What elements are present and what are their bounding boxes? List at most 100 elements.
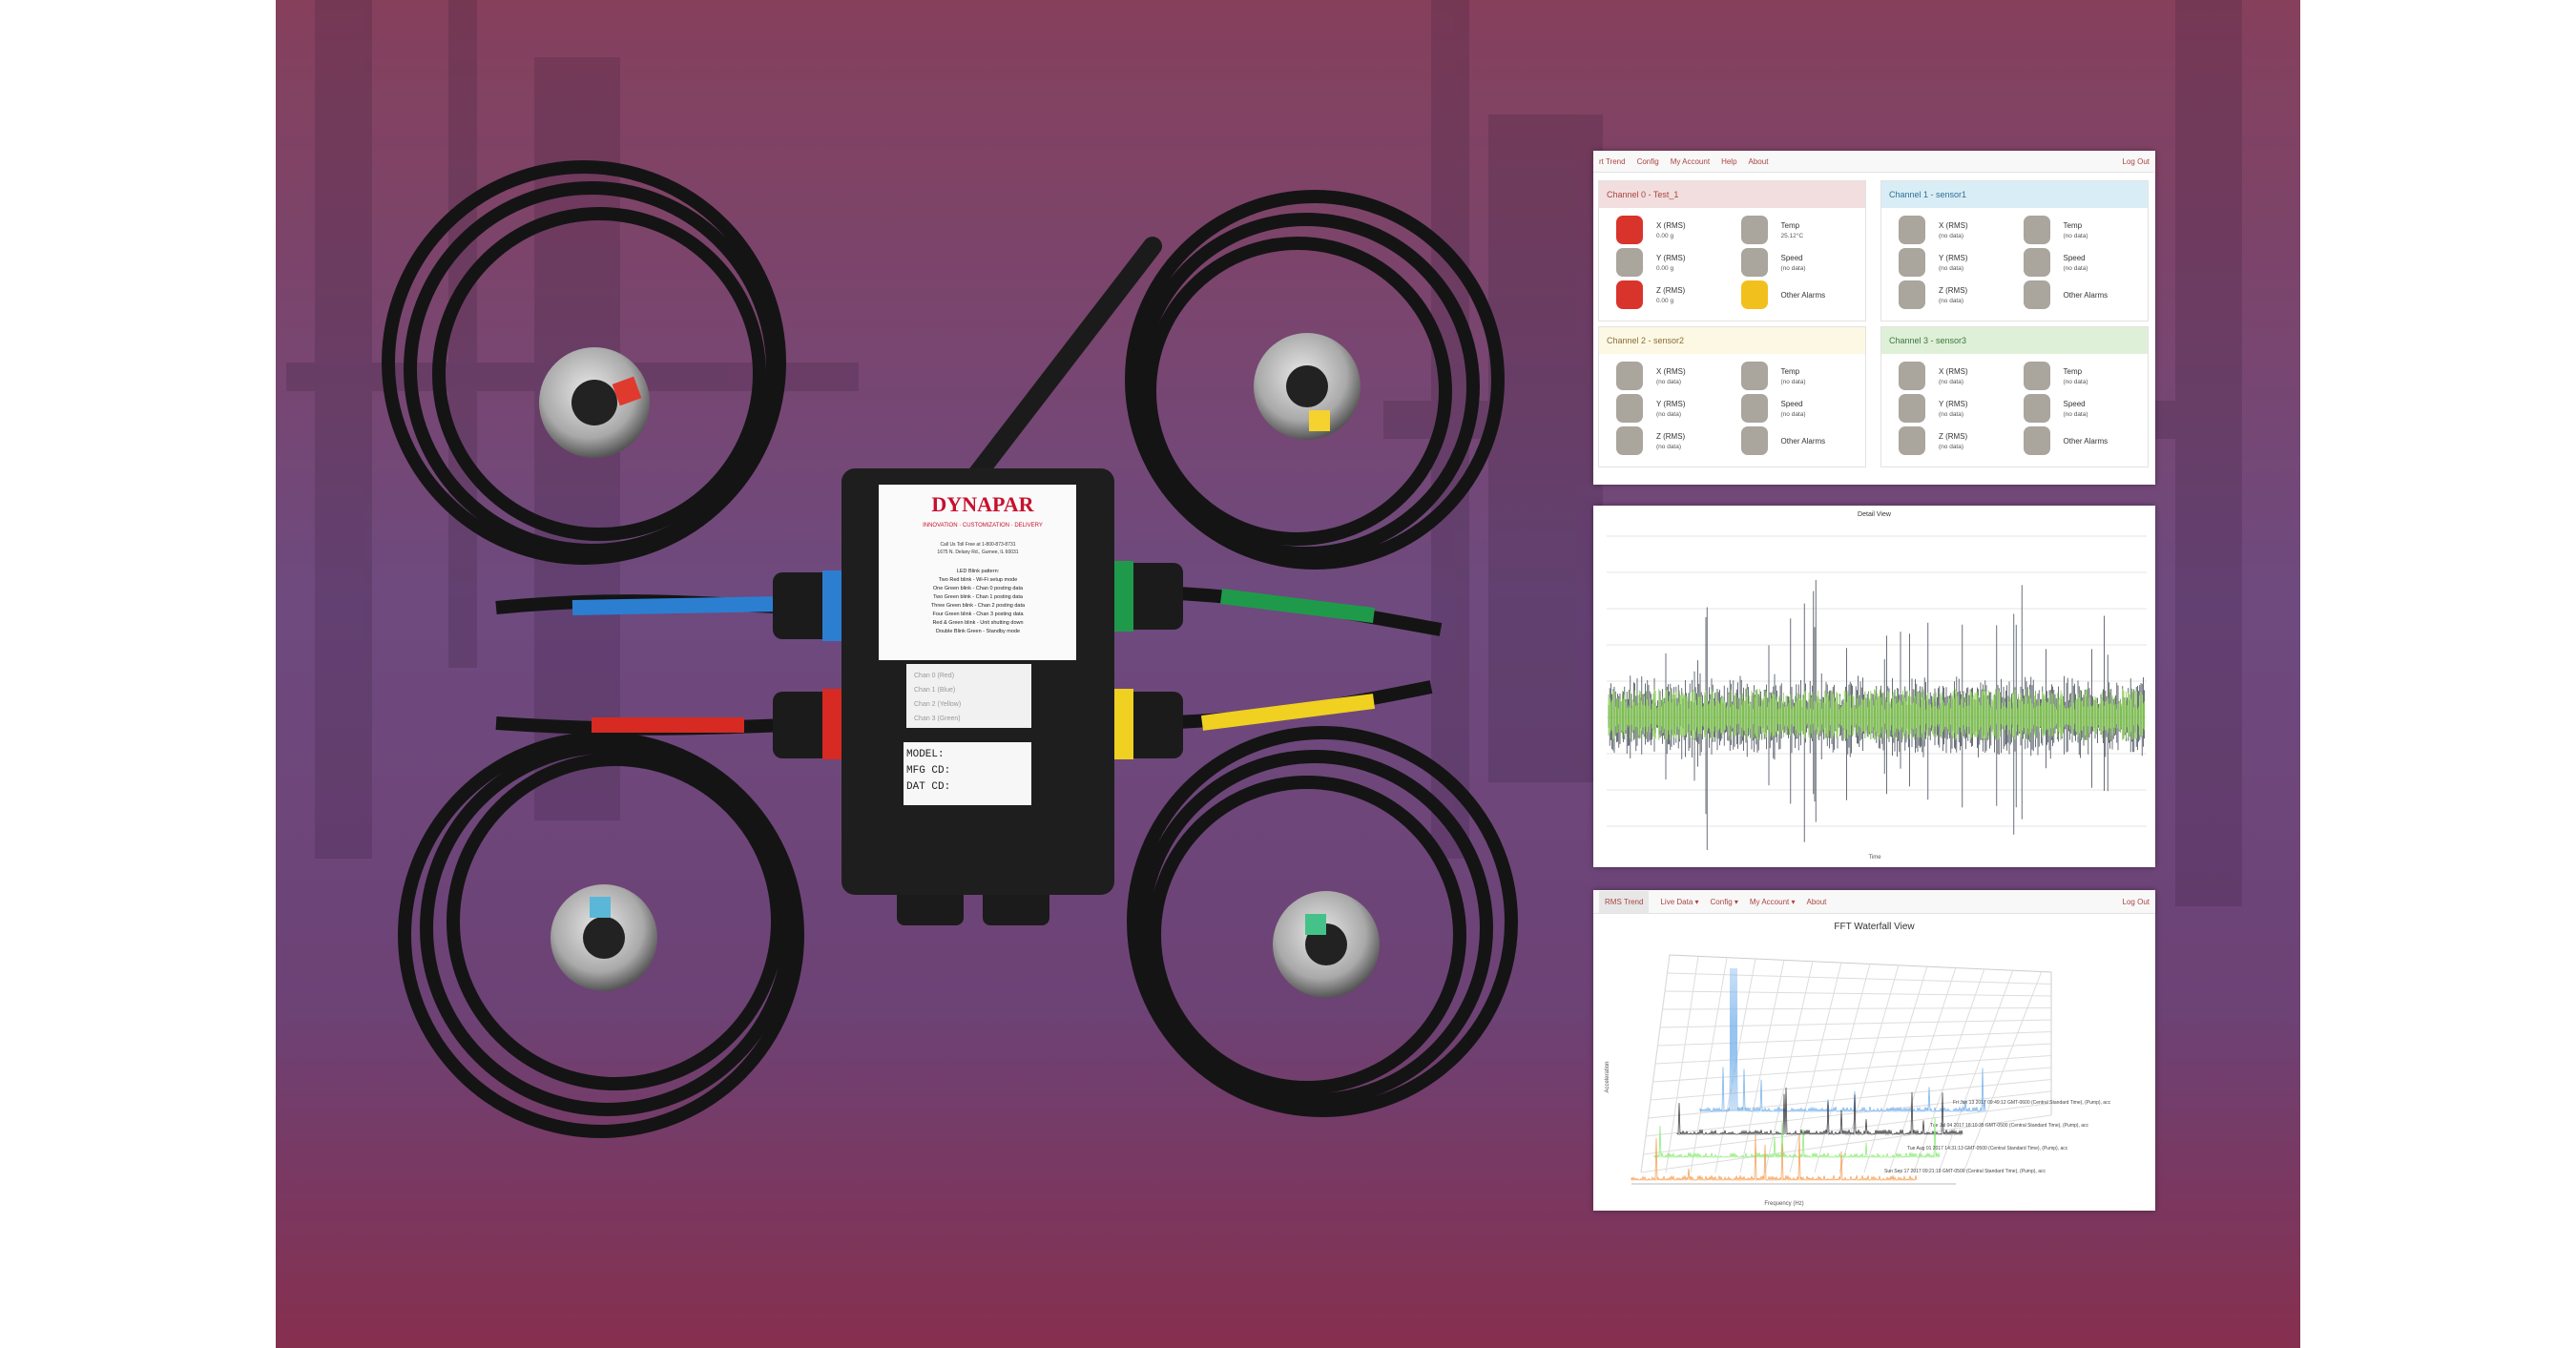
status-icon <box>1616 280 1643 309</box>
nav-item[interactable]: Live Data ▾ <box>1660 897 1699 906</box>
led-line: One Green blink - Chan 0 posting data <box>933 586 1024 591</box>
status-item: Other Alarms <box>2023 425 2149 457</box>
led-lines: Two Red blink - Wi-Fi setup mode One Gree… <box>931 577 1026 634</box>
grid-line <box>1664 990 2052 997</box>
status-name: Temp <box>1780 220 1800 230</box>
column: Temp (no data) Speed (no data) Other Alarms <box>2023 360 2149 457</box>
grid-line <box>1643 1103 2052 1155</box>
channel-label: Chan 3 (Green) <box>914 715 961 722</box>
status-value: 0.00 g <box>1656 264 1674 272</box>
status-text: Temp 25.12°C <box>1781 221 1804 239</box>
status-text: Temp (no data) <box>2064 221 2088 239</box>
antenna <box>962 237 1162 491</box>
status-name: Z (RMS) <box>1656 431 1686 441</box>
trace-label: Sun Sep 17 2017 09:21:19 GMT-0500 (Centr… <box>1884 1169 2046 1174</box>
status-value: (no data) <box>1656 410 1682 418</box>
nav-item[interactable]: My Account ▾ <box>1749 897 1796 906</box>
channel-body: X (RMS) (no data) Y (RMS) (no data) Z (RMS) (… <box>1599 354 1865 457</box>
chart-title: Detail View <box>1858 511 1891 518</box>
status-name: Speed <box>2063 253 2086 262</box>
detail-view-screenshot: Detail View Time <box>1593 506 2155 867</box>
navbar: RMS Trend Live Data ▾ Config ▾ My Account ▾… <box>1593 890 2155 914</box>
status-item: X (RMS) (no data) <box>1899 360 2024 392</box>
status-icon <box>1899 280 1925 309</box>
status-icon <box>1616 426 1643 455</box>
nav-item[interactable]: rt Trend <box>1599 156 1626 166</box>
contact: 1675 N. Delany Rd., Gurnee, IL 60031 <box>937 550 1018 555</box>
status-value: (no data) <box>1780 410 1806 418</box>
status-icon <box>2023 280 2050 309</box>
plate-label: DAT CD: <box>906 781 950 793</box>
waterfall-chart: Fri Jan 13 2017 09:49:12 GMT-0600 (Centr… <box>1605 954 2111 1207</box>
status-text: Temp (no data) <box>1781 367 1806 385</box>
status-name: Speed <box>1780 253 1803 262</box>
logout[interactable]: Log Out <box>2122 897 2150 906</box>
grid <box>1640 954 2052 1173</box>
grid-line <box>1652 1055 2052 1083</box>
yellow-sleeve <box>1200 694 1376 731</box>
status-icon <box>1616 216 1643 244</box>
status-name: Z (RMS) <box>1939 285 1968 295</box>
status-value: 0.00 g <box>1656 297 1674 304</box>
status-name: X (RMS) <box>1656 220 1686 230</box>
status-value: (no data) <box>1939 232 1964 239</box>
status-icon <box>2023 426 2050 455</box>
status-value: 0.00 g <box>1656 232 1674 239</box>
grid-line <box>1665 956 1699 1173</box>
nav-item[interactable]: About <box>1806 897 1827 906</box>
channel-body: X (RMS) 0.00 g Y (RMS) 0.00 g Z (RMS) 0.00 g T… <box>1599 208 1865 311</box>
status-name: Y (RMS) <box>1939 253 1968 262</box>
plate-label: MODEL: <box>906 749 945 760</box>
status-value: (no data) <box>1939 297 1964 304</box>
status-text: Y (RMS) (no data) <box>1656 400 1686 418</box>
channel-card: Channel 2 - sensor2 X (RMS) (no data) Y (RM… <box>1598 326 1866 467</box>
green-sleeve <box>1220 589 1375 623</box>
nav-item[interactable]: RMS Trend <box>1599 890 1650 913</box>
status-text: Temp (no data) <box>2064 367 2088 385</box>
navbar: rt Trend Config My Account Help About Log Out <box>1593 151 2155 173</box>
status-icon <box>2023 216 2050 244</box>
led-line: Four Green blink - Chan 3 posting data <box>932 612 1024 617</box>
channel-header: Channel 0 - Test_1 <box>1599 181 1865 208</box>
status-value: (no data) <box>2063 410 2088 418</box>
channel-body: X (RMS) (no data) Y (RMS) (no data) Z (RMS) (… <box>1881 354 2148 457</box>
status-text: Speed (no data) <box>1781 254 1806 272</box>
status-text: X (RMS) (no data) <box>1939 367 1968 385</box>
grid-line <box>1814 963 1871 1173</box>
status-text: Y (RMS) (no data) <box>1939 254 1968 272</box>
dashboard-screenshot: rt Trend Config My Account Help About Log Out… <box>1593 151 2155 485</box>
status-item: X (RMS) (no data) <box>1616 360 1741 392</box>
logout[interactable]: Log Out <box>2122 156 2150 166</box>
status-item: Speed (no data) <box>1740 392 1866 425</box>
status-text: Z (RMS) (no data) <box>1656 432 1685 450</box>
status-value: (no data) <box>1939 443 1964 450</box>
sensors <box>539 333 1380 998</box>
channel-card: Channel 3 - sensor3 X (RMS) (no data) Y (RM… <box>1880 326 2149 467</box>
status-item: Other Alarms <box>1740 279 1866 311</box>
status-item: Speed (no data) <box>2023 392 2149 425</box>
column: Temp (no data) Speed (no data) Other Alarms <box>2023 214 2149 311</box>
status-item: Y (RMS) (no data) <box>1899 246 2024 279</box>
status-text: Other Alarms <box>2064 437 2109 446</box>
led-line: Double Blink Green - Standby mode <box>936 629 1020 634</box>
grid-line <box>1888 966 1957 1173</box>
status-text: Speed (no data) <box>2064 400 2088 418</box>
grid-line <box>1839 964 1900 1173</box>
status-text: Speed (no data) <box>1781 400 1806 418</box>
channel-header: Channel 1 - sensor1 <box>1881 181 2148 208</box>
plate-label: MFG CD: <box>906 765 950 777</box>
status-name: Temp <box>1780 366 1800 376</box>
status-value: (no data) <box>1939 264 1964 272</box>
nav-item[interactable]: Help <box>1721 156 1737 166</box>
nav-item[interactable]: Config <box>1636 156 1659 166</box>
nav-item[interactable]: My Account <box>1670 156 1711 166</box>
channel-labels: Chan 0 (Red) Chan 1 (Blue) Chan 2 (Yellow)… <box>914 673 961 722</box>
nav-item[interactable]: About <box>1748 156 1769 166</box>
status-item: Y (RMS) 0.00 g <box>1616 246 1741 279</box>
spectrum <box>1676 1087 1963 1136</box>
grid-line <box>1938 969 2014 1173</box>
status-name: Other Alarms <box>1780 290 1826 300</box>
spectrum <box>1653 1116 1941 1159</box>
nav-item[interactable]: Config ▾ <box>1710 897 1738 906</box>
